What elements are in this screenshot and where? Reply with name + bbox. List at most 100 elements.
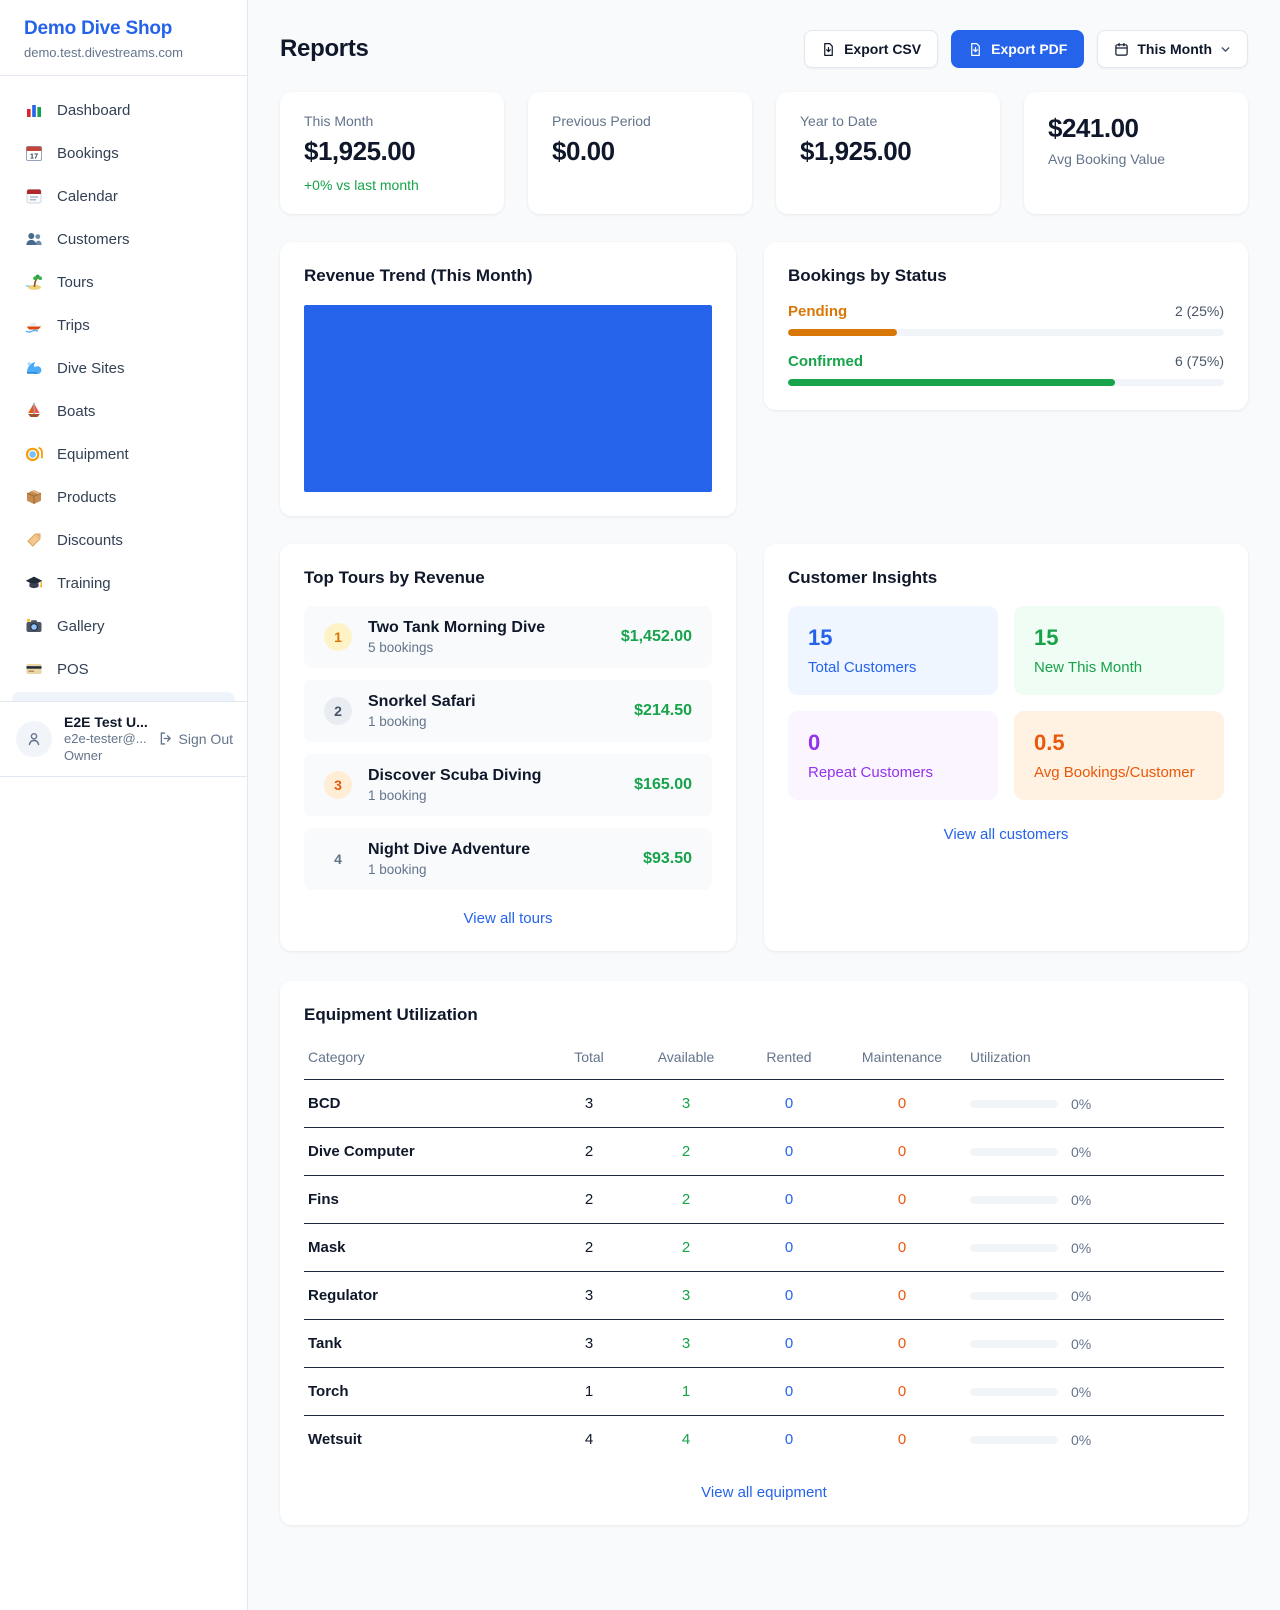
sidebar-item-customers[interactable]: Customers bbox=[12, 219, 235, 259]
cell-maintenance: 0 bbox=[838, 1367, 966, 1416]
stat-value: $1,925.00 bbox=[304, 136, 416, 166]
utilization-pct: 0% bbox=[1071, 1239, 1092, 1256]
cell-utilization: 0% bbox=[966, 1175, 1224, 1224]
insight-value: 0.5 bbox=[1034, 730, 1065, 755]
tour-list: 1 Two Tank Morning Dive 5 bookings $1,45… bbox=[304, 606, 712, 890]
stat-label: Year to Date bbox=[800, 113, 878, 129]
sidebar-item-dive-sites[interactable]: Dive Sites bbox=[12, 348, 235, 388]
cell-utilization: 0% bbox=[966, 1271, 1224, 1320]
column-header-total: Total bbox=[574, 1049, 604, 1065]
tour-bookings: 1 booking bbox=[368, 788, 427, 803]
insight-label: Total Customers bbox=[808, 659, 917, 676]
insight-label: New This Month bbox=[1034, 659, 1143, 676]
tour-row: 1 Two Tank Morning Dive 5 bookings $1,45… bbox=[304, 606, 712, 668]
user-panel: E2E Test U... e2e-tester@... Owner Sign … bbox=[0, 701, 247, 777]
cell-available: 3 bbox=[632, 1319, 740, 1368]
cell-category: Wetsuit bbox=[304, 1415, 546, 1464]
brand: Demo Dive Shop demo.test.divestreams.com bbox=[0, 0, 247, 76]
cell-utilization: 0% bbox=[966, 1079, 1224, 1128]
revenue-trend-card: Revenue Trend (This Month) bbox=[280, 242, 736, 516]
header-actions: Export CSV Export PDF This Month bbox=[804, 30, 1248, 68]
tour-row: 2 Snorkel Safari 1 booking $214.50 bbox=[304, 680, 712, 742]
column-header-rented: Rented bbox=[766, 1049, 812, 1065]
sidebar-item-label: Training bbox=[57, 574, 111, 592]
cell-category: Tank bbox=[304, 1319, 546, 1368]
stat-card-avg-booking-value: $241.00 Avg Booking Value bbox=[1024, 92, 1248, 214]
period-dropdown[interactable]: This Month bbox=[1097, 30, 1248, 68]
cell-utilization: 0% bbox=[966, 1319, 1224, 1368]
sidebar-item-discounts[interactable]: Discounts bbox=[12, 520, 235, 560]
utilization-bar bbox=[970, 1387, 1058, 1396]
utilization-bar bbox=[970, 1195, 1058, 1204]
sidebar-item-tours[interactable]: Tours bbox=[12, 262, 235, 302]
progress-fill bbox=[788, 379, 1115, 386]
insight-label: Avg Bookings/Customer bbox=[1034, 764, 1195, 781]
cell-category: Mask bbox=[304, 1223, 546, 1272]
export-pdf-button[interactable]: Export PDF bbox=[951, 30, 1085, 68]
status-value: 2 (25%) bbox=[1174, 303, 1224, 319]
sidebar-item-label: Calendar bbox=[57, 187, 118, 205]
cell-maintenance: 0 bbox=[838, 1079, 966, 1128]
sidebar: Demo Dive Shop demo.test.divestreams.com… bbox=[0, 0, 248, 1610]
view-all-tours-link[interactable]: View all tours bbox=[463, 910, 553, 927]
sidebar-item-training[interactable]: Training bbox=[12, 563, 235, 603]
sidebar-item-gallery[interactable]: Gallery bbox=[12, 606, 235, 646]
calendar-date-icon: 17 bbox=[24, 143, 44, 163]
insight-grid: 15 Total Customers 15 New This Month 0 R… bbox=[788, 606, 1224, 800]
tour-bookings: 1 booking bbox=[368, 862, 427, 877]
cell-available: 3 bbox=[632, 1079, 740, 1128]
sign-out-button[interactable]: Sign Out bbox=[158, 731, 233, 747]
sidebar-item-trips[interactable]: Trips bbox=[12, 305, 235, 345]
view-all-equipment-link[interactable]: View all equipment bbox=[701, 1483, 827, 1501]
cell-maintenance: 0 bbox=[838, 1415, 966, 1464]
export-csv-button[interactable]: Export CSV bbox=[804, 30, 939, 68]
sidebar-item-label: Bookings bbox=[57, 144, 119, 162]
cell-total: 3 bbox=[546, 1079, 632, 1128]
bookings-by-status-title: Bookings by Status bbox=[788, 266, 947, 285]
utilization-pct: 0% bbox=[1071, 1143, 1092, 1160]
sidebar-item-bookings[interactable]: 17 Bookings bbox=[12, 133, 235, 173]
stat-label: Avg Booking Value bbox=[1048, 151, 1166, 167]
cell-rented: 0 bbox=[740, 1079, 838, 1128]
camera-icon bbox=[24, 616, 44, 636]
sidebar-item-boats[interactable]: Boats bbox=[12, 391, 235, 431]
cell-rented: 0 bbox=[740, 1223, 838, 1272]
cell-rented: 0 bbox=[740, 1415, 838, 1464]
tour-revenue: $214.50 bbox=[634, 702, 692, 719]
insight-value: 0 bbox=[808, 730, 821, 755]
main-content: Reports Export CSV Export PDF This Month bbox=[248, 0, 1280, 1610]
sidebar-item-products[interactable]: Products bbox=[12, 477, 235, 517]
bookings-by-status-card: Bookings by Status Pending 2 (25%) Confi… bbox=[764, 242, 1248, 410]
utilization-pct: 0% bbox=[1071, 1383, 1092, 1400]
utilization-pct: 0% bbox=[1071, 1287, 1092, 1304]
charts-row: Revenue Trend (This Month) Bookings by S… bbox=[280, 242, 1248, 516]
sidebar-item-pos[interactable]: POS bbox=[12, 649, 235, 689]
brand-domain: demo.test.divestreams.com bbox=[24, 45, 183, 60]
cell-total: 3 bbox=[546, 1271, 632, 1320]
sidebar-item-dashboard[interactable]: Dashboard bbox=[12, 90, 235, 130]
insights-row: Top Tours by Revenue 1 Two Tank Morning … bbox=[280, 544, 1248, 951]
insight-tile-repeat-customers: 0 Repeat Customers bbox=[788, 711, 998, 800]
cell-category: Torch bbox=[304, 1367, 546, 1416]
cell-category: Dive Computer bbox=[304, 1127, 546, 1176]
cell-utilization: 0% bbox=[966, 1415, 1224, 1464]
cell-rented: 0 bbox=[740, 1367, 838, 1416]
utilization-pct: 0% bbox=[1071, 1335, 1092, 1352]
sign-out-label: Sign Out bbox=[178, 730, 233, 747]
view-all-customers-link[interactable]: View all customers bbox=[943, 826, 1069, 843]
top-tours-card: Top Tours by Revenue 1 Two Tank Morning … bbox=[280, 544, 736, 951]
top-tours-title: Top Tours by Revenue bbox=[304, 568, 485, 587]
customer-insights-title: Customer Insights bbox=[788, 568, 938, 587]
cell-total: 3 bbox=[546, 1319, 632, 1368]
tour-name: Discover Scuba Diving bbox=[368, 767, 542, 784]
sidebar-item-reports-partial[interactable] bbox=[12, 692, 235, 701]
cell-total: 2 bbox=[546, 1175, 632, 1224]
cell-total: 4 bbox=[546, 1415, 632, 1464]
utilization-pct: 0% bbox=[1071, 1191, 1092, 1208]
cell-maintenance: 0 bbox=[838, 1271, 966, 1320]
insight-value: 15 bbox=[1034, 625, 1059, 650]
sidebar-item-equipment[interactable]: Equipment bbox=[12, 434, 235, 474]
cell-category: BCD bbox=[304, 1079, 546, 1128]
utilization-bar bbox=[970, 1339, 1058, 1348]
sidebar-item-calendar[interactable]: Calendar bbox=[12, 176, 235, 216]
